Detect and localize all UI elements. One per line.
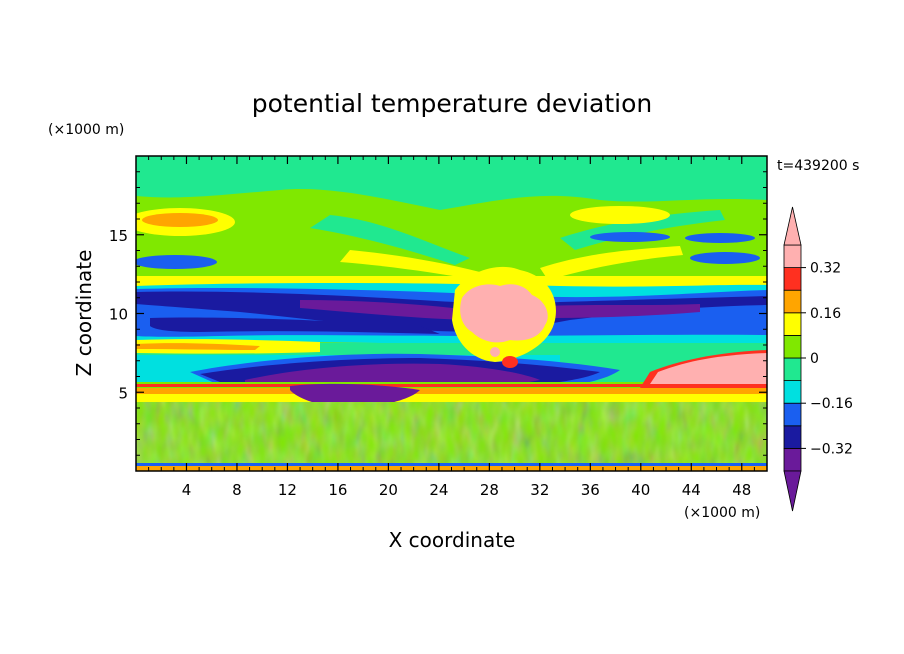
purple-core-tropopause [300, 300, 470, 320]
purple-pool-bottom [290, 383, 420, 408]
blue-streak-left [136, 255, 217, 269]
colorbar-tick-label: 0.32 [810, 261, 841, 277]
colorbar-segment [783, 267, 802, 291]
colorbar-segment [783, 244, 802, 269]
blue-streak-upper [590, 232, 670, 242]
x-tick-label: 28 [480, 481, 499, 499]
yellow-ray-right [540, 246, 683, 280]
colorbar-segment [783, 425, 802, 449]
x-axis-label: X coordinate [389, 528, 516, 552]
x-tick-label: 32 [530, 481, 549, 499]
z-tick-label: 5 [118, 384, 128, 402]
orange-patch-upper-left [142, 213, 218, 227]
colorbar-segment [783, 380, 802, 404]
purple-core-right [545, 304, 700, 318]
yellow-ray-left [340, 250, 480, 280]
z-unit-label: (×1000 m) [48, 122, 124, 138]
x-unit-label: (×1000 m) [684, 505, 760, 521]
x-tick-label: 48 [732, 481, 751, 499]
colorbar-segment [783, 447, 802, 472]
x-tick-label: 24 [429, 481, 448, 499]
z-tick-label: 10 [109, 306, 128, 324]
colorbar-tick-label: −0.32 [810, 441, 853, 457]
cloud-core [460, 284, 548, 343]
colorbar-segment [783, 402, 802, 427]
surface-band-blue [136, 463, 767, 466]
colorbar-segment [783, 334, 802, 359]
ray-band-left [310, 215, 470, 265]
x-tick-label: 44 [682, 481, 701, 499]
colorbar: 0.32 0.16 0 −0.16 −0.32 [783, 206, 853, 512]
colorbar-over-triangle [783, 206, 802, 246]
x-tick-label: 12 [278, 481, 297, 499]
colorbar-segment [783, 289, 802, 314]
chart-title: potential temperature deviation [252, 89, 652, 118]
x-tick-label: 4 [182, 481, 192, 499]
z-axis-ticks: 5 10 15 [109, 171, 767, 456]
blue-streak-right [690, 252, 760, 264]
x-tick-label: 36 [581, 481, 600, 499]
yellow-patch-upper-right [570, 206, 670, 224]
blue-streak-upper-right [685, 233, 755, 243]
time-label: t=439200 s [777, 158, 859, 174]
x-tick-label: 40 [631, 481, 650, 499]
colorbar-segment [783, 357, 802, 382]
colorbar-segment [783, 312, 802, 336]
colorbar-tick-label: 0.16 [810, 306, 841, 322]
x-axis-ticks: 4 8 12 16 20 24 28 32 36 40 44 48 [148, 156, 755, 499]
colorbar-tick-label: −0.16 [810, 396, 853, 412]
navy-layer-lower [150, 317, 440, 334]
cloud-base-pink [490, 347, 500, 357]
x-tick-label: 8 [232, 481, 242, 499]
red-band-z5 [136, 384, 767, 387]
z-axis-label: Z coordinate [72, 250, 96, 377]
boundary-layer-mottle [136, 402, 767, 468]
orange-band-z5 [136, 388, 767, 394]
x-tick-label: 16 [328, 481, 347, 499]
yellow-band-mid [136, 276, 767, 289]
right-warm-patch-pink [650, 353, 767, 384]
colorbar-tick-label: 0 [810, 351, 819, 367]
cloud-base-red [502, 356, 518, 368]
z-tick-label: 15 [109, 227, 128, 245]
orange-band-mid-low [136, 343, 260, 350]
plot-area [136, 156, 767, 471]
x-tick-label: 20 [379, 481, 398, 499]
yellow-band-z5 [136, 394, 767, 402]
colorbar-under-triangle [783, 470, 802, 512]
upper-green-light-band [136, 156, 767, 210]
